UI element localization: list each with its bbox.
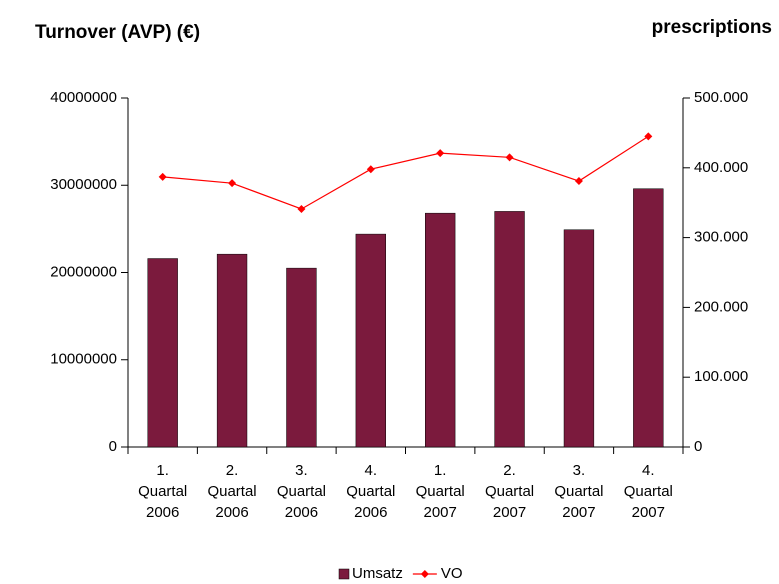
x-tick-label: 1. Quartal 2006 [138, 462, 187, 521]
bar [355, 233, 386, 448]
y2-tick-label: 400.000 [694, 159, 748, 176]
bar [425, 212, 456, 448]
bar [216, 253, 248, 448]
y2-tick-label: 0 [694, 438, 702, 455]
y2-tick-label: 500.000 [694, 89, 748, 106]
y-tick-label: 40000000 [50, 89, 117, 106]
x-tick-label: 3. Quartal 2006 [277, 462, 326, 521]
x-tick-label: 1. Quartal 2007 [416, 462, 465, 521]
marker [644, 132, 653, 141]
y2-tick-label: 300.000 [694, 229, 748, 246]
x-tick-label: 3. Quartal 2007 [554, 462, 603, 521]
marker [228, 179, 237, 188]
legend-swatch [338, 568, 350, 580]
legend-swatch [420, 570, 429, 578]
y2-tick-label: 100.000 [694, 368, 748, 385]
bar [563, 229, 595, 448]
bar [147, 258, 178, 448]
bar [633, 188, 664, 448]
y2-title: prescriptions [652, 17, 772, 38]
y-tick-label: 10000000 [50, 351, 117, 368]
marker [436, 149, 445, 158]
x-tick-label: 2. Quartal 2006 [207, 462, 256, 521]
marker [297, 204, 306, 213]
marker [158, 172, 167, 181]
bar [286, 267, 317, 448]
legend-label: Umsatz [352, 565, 403, 582]
marker [366, 165, 375, 174]
y-tick-label: 0 [109, 438, 117, 455]
legend-label: VO [441, 565, 463, 582]
y-tick-label: 30000000 [50, 176, 117, 193]
x-tick-label: 2. Quartal 2007 [485, 462, 534, 521]
y-tick-label: 20000000 [50, 263, 117, 280]
x-tick-label: 4. Quartal 2007 [624, 462, 673, 521]
y2-tick-label: 200.000 [694, 298, 748, 315]
line [162, 135, 649, 210]
bar [494, 211, 525, 448]
marker [574, 177, 583, 186]
chart-title: Turnover (AVP) (€) [35, 22, 200, 43]
x-tick-label: 4. Quartal 2006 [346, 462, 395, 521]
marker [505, 153, 514, 162]
